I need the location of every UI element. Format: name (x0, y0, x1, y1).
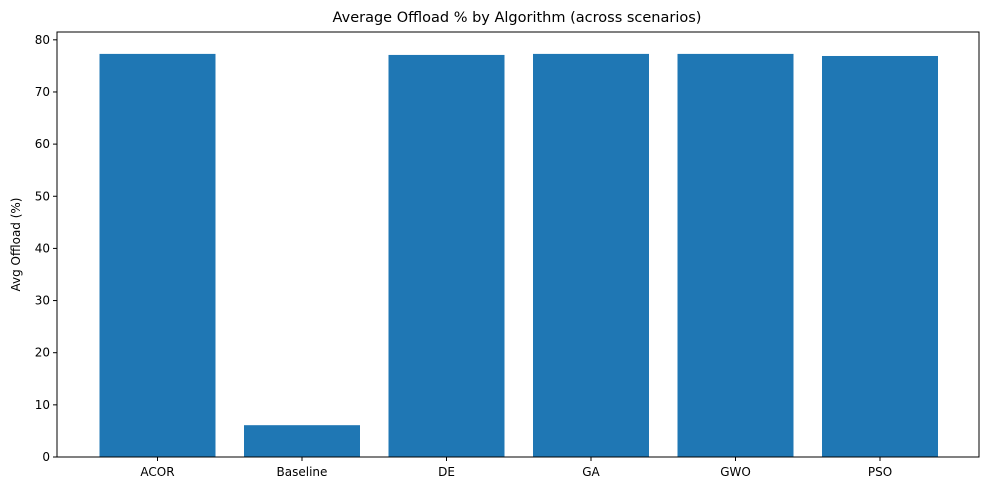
bar-de (388, 54, 505, 457)
y-tick-label: 0 (42, 450, 50, 464)
y-axis-ticks: 0 10 20 30 40 50 60 70 80 (35, 33, 57, 464)
plot-frame (56, 31, 980, 458)
y-tick-label: 30 (35, 294, 50, 308)
x-axis-ticks: ACOR Baseline DE GA GWO PSO (140, 457, 892, 479)
x-tick-label: PSO (868, 465, 892, 479)
y-tick-label: 40 (35, 241, 50, 255)
bar-ga (533, 53, 649, 458)
y-tick-label: 10 (35, 398, 50, 412)
y-tick-label: 50 (35, 189, 50, 203)
bar-acor (99, 53, 216, 458)
x-tick-label: Baseline (277, 465, 328, 479)
x-tick-label: GA (582, 465, 600, 479)
bars (99, 53, 938, 458)
x-tick-label: ACOR (140, 465, 174, 479)
y-tick-label: 60 (35, 137, 50, 151)
bar-baseline (244, 425, 360, 457)
y-tick-label: 20 (35, 346, 50, 360)
x-tick-label: DE (438, 465, 455, 479)
y-tick-label: 70 (35, 85, 50, 99)
bar-pso (822, 55, 938, 458)
y-tick-label: 80 (35, 33, 50, 47)
chart-title: Average Offload % by Algorithm (across s… (333, 10, 702, 26)
bar-gwo (677, 53, 794, 458)
x-tick-label: GWO (720, 465, 751, 479)
y-axis-label: Avg Offload (%) (9, 198, 23, 292)
